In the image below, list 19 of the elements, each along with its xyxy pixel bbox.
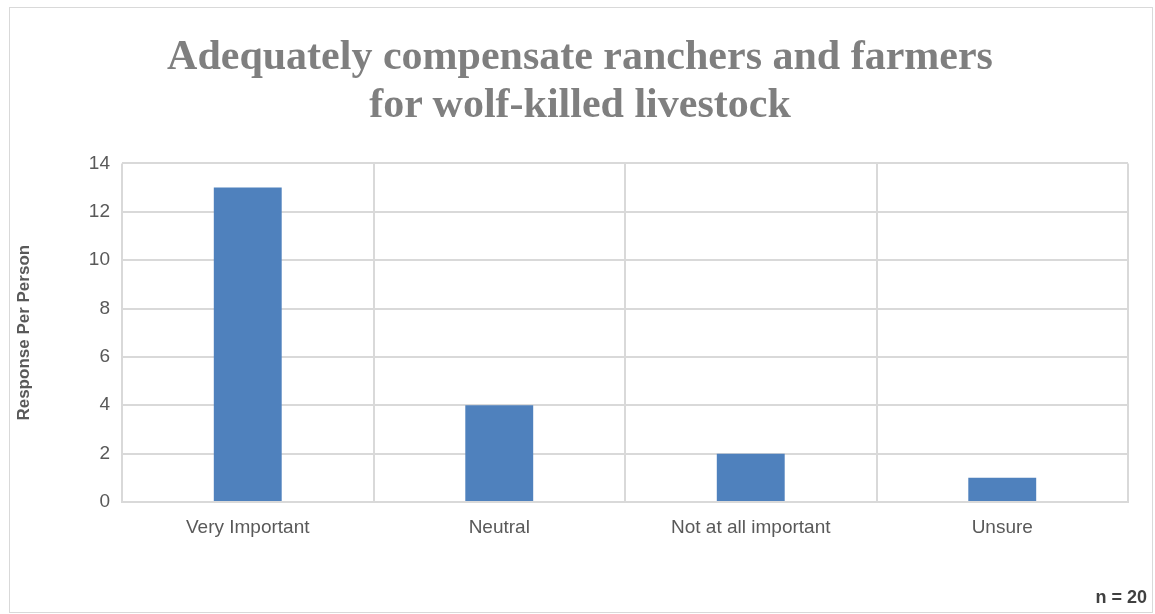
- chart-title: Adequately compensate ranchers and farmers for wolf-killed livestock: [166, 31, 994, 127]
- y-axis-title: Response Per Person: [13, 244, 33, 421]
- y-tick-label: 2: [99, 441, 110, 463]
- x-tick-label: Neutral: [468, 515, 530, 537]
- bar: [968, 477, 1037, 501]
- y-tick-label: 14: [88, 151, 111, 173]
- x-tick-label: Unsure: [971, 515, 1033, 537]
- bar: [465, 405, 534, 501]
- bar: [213, 187, 282, 501]
- text: n = 20: [1095, 587, 1147, 608]
- y-tick-label: 4: [99, 393, 111, 415]
- y-tick-label: 0: [99, 490, 110, 512]
- y-tick-label: 10: [88, 248, 110, 270]
- y-tick-label: 6: [99, 345, 110, 367]
- x-tick-label: Very Important: [185, 515, 311, 537]
- bar: [716, 453, 785, 501]
- y-tick-label: 12: [88, 200, 110, 222]
- x-tick-label: Not at all important: [671, 515, 832, 537]
- y-tick-label: 8: [99, 296, 110, 318]
